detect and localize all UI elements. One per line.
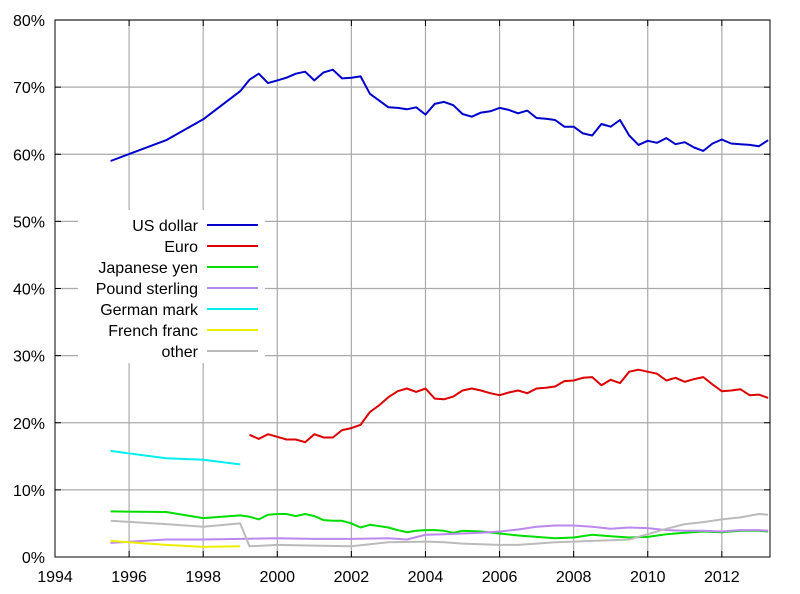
series-line-us-dollar	[110, 68, 769, 162]
x-tick-label: 2010	[630, 569, 666, 586]
x-tick-label: 2006	[482, 569, 518, 586]
legend-label-french-franc: French franc	[108, 323, 198, 340]
y-tick-label: 20%	[13, 416, 45, 433]
y-tick-label: 80%	[13, 13, 45, 30]
series-lines	[110, 68, 769, 548]
legend-label-other: other	[162, 344, 199, 361]
x-tick-label: 1996	[111, 569, 147, 586]
series-line-euro	[249, 368, 769, 444]
series-line-german-mark	[110, 449, 241, 466]
x-tick-label: 2004	[408, 569, 444, 586]
x-tick-label: 2002	[334, 569, 370, 586]
y-tick-label: 0%	[22, 550, 45, 567]
series-line-japanese-yen	[110, 510, 769, 540]
tick-labels: 0% 10% 20% 30% 40% 50% 60% 70% 80% 1994 1996 1998 20…	[13, 13, 740, 586]
x-tick-label: 1998	[185, 569, 221, 586]
y-tick-label: 70%	[13, 80, 45, 97]
legend-label-japanese-yen: Japanese yen	[98, 260, 198, 277]
legend-label-us-dollar: US dollar	[132, 218, 198, 235]
legend-label-euro: Euro	[164, 239, 198, 256]
y-tick-label: 40%	[13, 282, 45, 299]
y-tick-label: 10%	[13, 483, 45, 500]
y-tick-label: 30%	[13, 349, 45, 366]
series-line-french-franc	[110, 539, 241, 548]
x-tick-label: 2008	[556, 569, 592, 586]
series-line-pound-sterling	[110, 524, 769, 544]
legend-background	[78, 210, 265, 363]
legend-label-german-mark: German mark	[100, 302, 199, 319]
plot-frame	[54, 19, 771, 558]
series-line-other	[110, 513, 769, 548]
y-tick-label: 60%	[13, 147, 45, 164]
x-tick-label: 2012	[704, 569, 740, 586]
y-tick-label: 50%	[13, 214, 45, 231]
x-tick-label: 2000	[259, 569, 295, 586]
legend-label-pound-sterling: Pound sterling	[96, 281, 198, 298]
x-tick-label: 1994	[37, 569, 73, 586]
legend: US dollar Euro Japanese yen Pound sterling G…	[96, 218, 258, 361]
